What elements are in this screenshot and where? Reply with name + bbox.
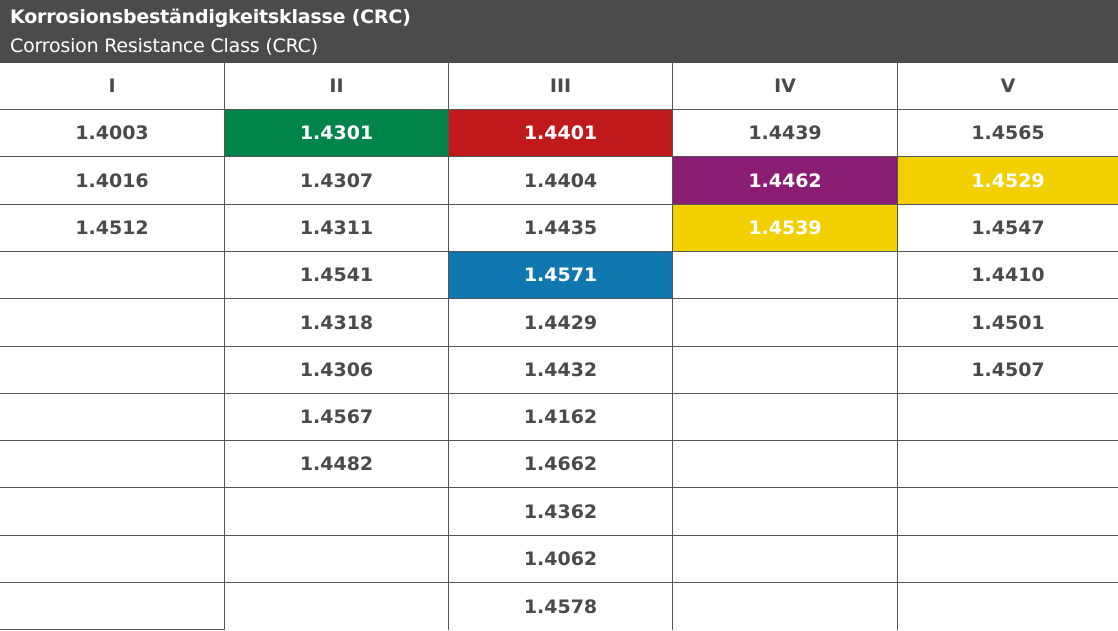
empty-cell bbox=[0, 441, 225, 488]
column-header: I bbox=[0, 63, 225, 110]
empty-cell bbox=[225, 536, 449, 583]
empty-cell bbox=[0, 347, 225, 394]
empty-cell bbox=[673, 252, 898, 299]
material-number-cell: 1.4404 bbox=[449, 157, 673, 205]
column-header: II bbox=[225, 63, 449, 110]
material-number-cell: 1.4410 bbox=[898, 252, 1118, 299]
column-header: III bbox=[449, 63, 673, 110]
material-number-cell: 1.4429 bbox=[449, 299, 673, 347]
empty-cell bbox=[0, 394, 225, 441]
column-header: V bbox=[898, 63, 1118, 110]
material-number-cell: 1.4401 bbox=[449, 110, 673, 157]
material-number-cell: 1.4162 bbox=[449, 394, 673, 441]
material-number-cell: 1.4482 bbox=[225, 441, 449, 488]
material-number-cell: 1.4541 bbox=[225, 252, 449, 299]
empty-cell bbox=[673, 299, 898, 347]
material-number-cell: 1.4301 bbox=[225, 110, 449, 157]
material-number-cell: 1.4462 bbox=[673, 157, 898, 205]
material-number-cell: 1.4501 bbox=[898, 299, 1118, 347]
empty-cell bbox=[0, 536, 225, 583]
material-number-cell: 1.4311 bbox=[225, 205, 449, 252]
empty-cell bbox=[225, 488, 449, 536]
empty-cell bbox=[0, 299, 225, 347]
empty-cell bbox=[673, 394, 898, 441]
material-number-cell: 1.4306 bbox=[225, 347, 449, 394]
title-english: Corrosion Resistance Class (CRC) bbox=[10, 35, 318, 57]
material-number-cell: 1.4435 bbox=[449, 205, 673, 252]
material-number-cell: 1.4016 bbox=[0, 157, 225, 205]
material-number-cell: 1.4662 bbox=[449, 441, 673, 488]
material-number-cell: 1.4571 bbox=[449, 252, 673, 299]
column-header: IV bbox=[673, 63, 898, 110]
empty-cell bbox=[673, 536, 898, 583]
title-german: Korrosionsbeständigkeitsklasse (CRC) bbox=[10, 6, 411, 28]
material-number-cell: 1.4318 bbox=[225, 299, 449, 347]
empty-cell bbox=[673, 488, 898, 536]
empty-cell bbox=[898, 441, 1118, 488]
material-number-cell: 1.4307 bbox=[225, 157, 449, 205]
empty-cell bbox=[673, 441, 898, 488]
empty-cell bbox=[0, 583, 225, 630]
empty-cell bbox=[898, 536, 1118, 583]
crc-table: I II III IV V 1.4003 1.4301 1.4401 1.4439 1.4565 1… bbox=[0, 63, 1118, 631]
table-header-banner: Korrosionsbeständigkeitsklasse (CRC) Cor… bbox=[0, 0, 1118, 63]
empty-cell bbox=[0, 488, 225, 536]
empty-cell bbox=[673, 583, 898, 630]
material-number-cell: 1.4003 bbox=[0, 110, 225, 157]
material-number-cell: 1.4512 bbox=[0, 205, 225, 252]
material-number-cell: 1.4565 bbox=[898, 110, 1118, 157]
empty-cell bbox=[225, 583, 449, 630]
material-number-cell: 1.4439 bbox=[673, 110, 898, 157]
material-number-cell: 1.4507 bbox=[898, 347, 1118, 394]
material-number-cell: 1.4578 bbox=[449, 583, 673, 630]
empty-cell bbox=[898, 583, 1118, 630]
material-number-cell: 1.4547 bbox=[898, 205, 1118, 252]
empty-cell bbox=[673, 347, 898, 394]
empty-cell bbox=[898, 394, 1118, 441]
material-number-cell: 1.4432 bbox=[449, 347, 673, 394]
material-number-cell: 1.4362 bbox=[449, 488, 673, 536]
material-number-cell: 1.4062 bbox=[449, 536, 673, 583]
material-number-cell: 1.4539 bbox=[673, 205, 898, 252]
material-number-cell: 1.4529 bbox=[898, 157, 1118, 205]
empty-cell bbox=[898, 488, 1118, 536]
empty-cell bbox=[0, 252, 225, 299]
material-number-cell: 1.4567 bbox=[225, 394, 449, 441]
